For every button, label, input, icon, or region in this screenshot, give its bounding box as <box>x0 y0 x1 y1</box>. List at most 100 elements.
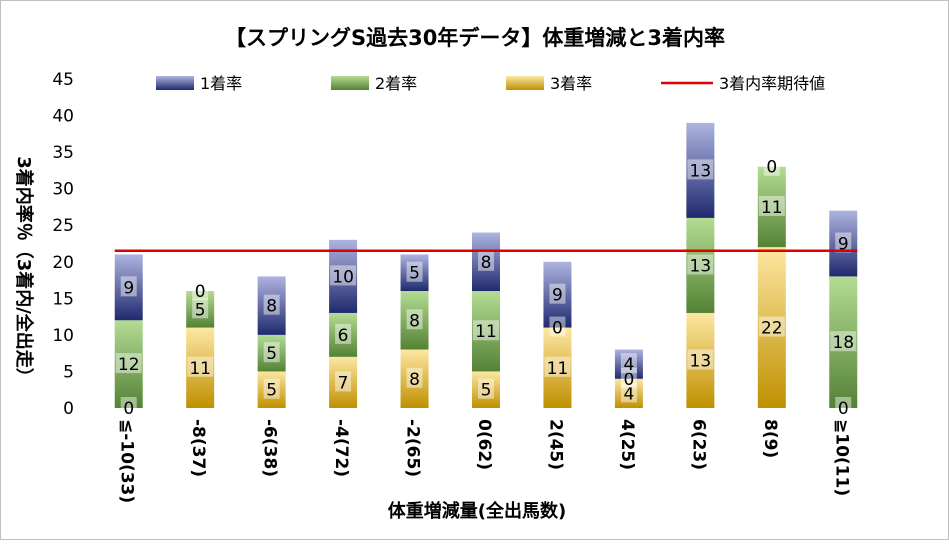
data-label: 11 <box>761 198 783 218</box>
data-label-bg <box>549 316 566 337</box>
bar-segment <box>829 210 858 277</box>
data-label: 5 <box>409 264 420 284</box>
data-label-bg <box>763 155 780 176</box>
data-label-bg <box>544 356 571 377</box>
data-label: 9 <box>838 235 849 255</box>
bar-segment <box>400 291 429 350</box>
data-label: 0 <box>195 282 206 302</box>
legend-swatch <box>156 76 194 90</box>
data-label-bg <box>192 298 209 319</box>
x-tick-label: -2(65) <box>403 419 423 477</box>
x-tick-label: 0(62) <box>474 419 494 470</box>
bar-segment <box>329 312 358 357</box>
data-label: 5 <box>266 381 277 401</box>
data-label: 11 <box>547 359 569 379</box>
data-label-bg <box>758 195 785 216</box>
data-label: 13 <box>690 161 712 181</box>
data-label-bg <box>120 397 137 417</box>
data-label-bg <box>830 331 857 352</box>
x-tick-label: -4(72) <box>331 419 351 477</box>
data-label-bg <box>192 280 209 301</box>
bar-segment <box>686 312 715 408</box>
y-tick-label: 25 <box>52 216 74 236</box>
legend-label: 1着率 <box>200 74 242 93</box>
data-label-bg <box>263 378 280 399</box>
x-axis: ≦-10(33) -8(37) -6(38) -4(72) -2(65) 0(62) 2(4… <box>117 419 852 503</box>
bar-segment <box>614 378 643 408</box>
data-label-bg <box>620 382 637 403</box>
data-label-bg <box>406 261 423 282</box>
bar-segment <box>686 217 715 313</box>
bar-segment <box>400 254 429 292</box>
data-label-bg <box>758 316 785 337</box>
bar-segment <box>829 276 858 408</box>
bar-segment <box>543 261 572 328</box>
data-label: 11 <box>475 322 497 342</box>
data-label-bg <box>687 254 714 275</box>
x-axis-title: 体重増減量(全出馬数) <box>388 500 566 522</box>
data-label: 4 <box>623 355 634 375</box>
bar-segment <box>472 371 500 408</box>
legend-swatch <box>506 76 544 90</box>
y-axis: 0 5 10 15 20 25 30 35 40 45 <box>52 70 74 419</box>
data-label-bg <box>478 250 494 271</box>
bar-segment <box>257 371 286 408</box>
y-tick-label: 30 <box>52 180 74 200</box>
data-label: 18 <box>832 333 854 353</box>
bars <box>114 122 858 408</box>
data-label: 9 <box>123 278 134 298</box>
legend-label: 2着率 <box>375 74 417 93</box>
bar-segment <box>114 254 143 321</box>
bar-segment <box>257 276 286 335</box>
bar-segment <box>186 327 215 408</box>
data-label: 6 <box>338 326 349 346</box>
data-label-bg <box>835 397 852 417</box>
y-tick-label: 5 <box>63 362 74 382</box>
x-tick-label: 6(23) <box>688 419 708 470</box>
y-tick-label: 0 <box>63 399 74 419</box>
data-label: 0 <box>766 158 777 178</box>
bar-segment <box>400 349 429 408</box>
data-label: 12 <box>118 355 140 375</box>
data-label: 7 <box>338 373 349 393</box>
bar-segment <box>257 334 286 372</box>
data-label: 5 <box>195 300 206 320</box>
bar-segment <box>543 327 572 408</box>
bar-segment <box>757 247 786 408</box>
x-tick-label: ≧10(11) <box>831 419 851 496</box>
bar-segment <box>186 291 215 328</box>
y-tick-label: 15 <box>52 289 74 309</box>
data-label: 13 <box>690 351 712 371</box>
legend: 1着率 2着率 3着率 3着内率期待値 <box>156 74 825 93</box>
chart-title: 【スプリングS過去30年データ】体重増減と3着内率 <box>225 26 725 50</box>
bar-segment <box>472 232 500 292</box>
bar-segment <box>114 320 143 408</box>
data-label: 0 <box>123 399 134 419</box>
data-label-bg <box>263 294 280 315</box>
data-label-bg <box>406 309 423 330</box>
bar-segment <box>472 291 500 372</box>
legend-label: 3着率 <box>550 74 592 93</box>
x-tick-label: 4(25) <box>617 419 637 470</box>
data-label: 5 <box>266 344 277 364</box>
data-label: 11 <box>189 359 211 379</box>
data-label-bg <box>473 320 499 341</box>
data-label: 22 <box>761 319 783 339</box>
legend-swatch <box>331 76 369 90</box>
data-label-bg <box>835 232 852 253</box>
y-tick-label: 35 <box>52 143 74 163</box>
data-label-bg <box>620 353 637 374</box>
data-label: 8 <box>266 297 277 317</box>
data-label-bg <box>687 159 714 180</box>
y-tick-label: 10 <box>52 326 74 346</box>
data-label-bg <box>335 323 352 344</box>
data-label: 8 <box>409 370 420 390</box>
y-axis-title: 3着内率％（3着内/全出走） <box>13 156 35 386</box>
x-tick-label: ≦-10(33) <box>117 419 137 503</box>
bar-segment <box>686 122 715 218</box>
y-tick-label: 45 <box>52 70 74 90</box>
data-label: 4 <box>623 384 634 404</box>
y-tick-label: 20 <box>52 253 74 273</box>
bar-segment <box>329 356 358 408</box>
